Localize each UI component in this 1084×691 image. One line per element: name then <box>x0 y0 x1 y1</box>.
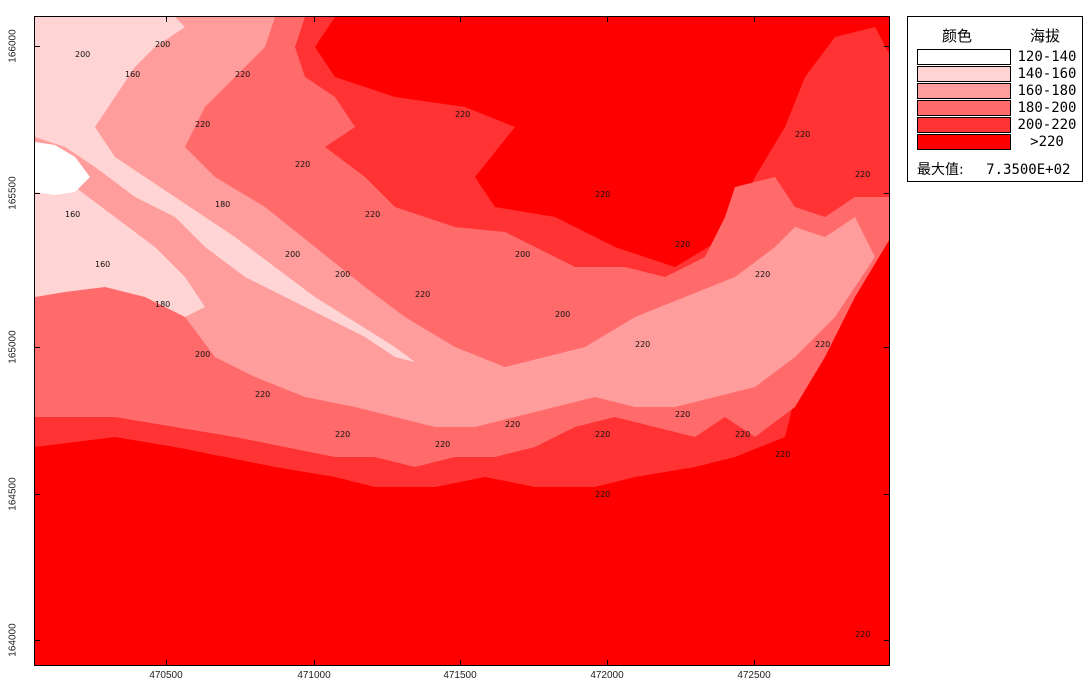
legend-range-label: 140-160 <box>1017 66 1077 82</box>
x-tick-top <box>166 16 167 22</box>
contour-labels: 200 200 220 220 220 220 220 220 220 220 220 220 220 2… <box>65 40 870 639</box>
contour-label: 220 <box>335 430 350 439</box>
y-tick-label: 166000 <box>7 29 19 63</box>
legend-max-value: 7.3500E+02 <box>986 162 1071 178</box>
y-tick-left <box>34 494 40 495</box>
contour-label: 220 <box>415 290 430 299</box>
legend-header-elevation: 海拔 <box>1030 27 1061 45</box>
contour-label: 220 <box>595 190 610 199</box>
contour-label: 220 <box>775 450 790 459</box>
legend: 颜色 海拔 120-140 140-160 160-180 180-200 200-22… <box>907 16 1083 182</box>
contour-label: 220 <box>435 440 450 449</box>
y-tick-right <box>884 494 890 495</box>
x-tick-bottom <box>607 660 608 666</box>
x-tick-label: 470500 <box>149 670 183 681</box>
y-tick-left <box>34 193 40 194</box>
legend-swatch <box>917 134 1011 150</box>
contour-label: 220 <box>235 70 250 79</box>
contour-label: 200 <box>75 50 90 59</box>
x-tick-label: 471500 <box>443 670 477 681</box>
contour-label: 220 <box>595 490 610 499</box>
x-tick-bottom <box>460 660 461 666</box>
x-tick-top <box>460 16 461 22</box>
x-tick-bottom <box>754 660 755 666</box>
contour-label: 220 <box>635 340 650 349</box>
contour-label: 200 <box>515 250 530 259</box>
y-tick-left <box>34 640 40 641</box>
legend-swatch <box>917 49 1011 65</box>
contour-label: 220 <box>675 410 690 419</box>
y-tick-left <box>34 347 40 348</box>
legend-range-label: >220 <box>1030 134 1064 150</box>
y-tick-right <box>884 640 890 641</box>
elevation-contour-map: 200 200 220 220 220 220 220 220 220 220 220 220 220 2… <box>35 17 889 665</box>
legend-range-label: 120-140 <box>1017 49 1077 65</box>
zone-140-160-west <box>35 177 205 317</box>
legend-swatch <box>917 117 1011 133</box>
elevation-map: 200 200 220 220 220 220 220 220 220 220 220 220 220 2… <box>34 16 890 666</box>
contour-label: 180 <box>155 300 170 309</box>
contour-label: 220 <box>505 420 520 429</box>
x-tick-label: 471000 <box>297 670 331 681</box>
y-tick-right <box>884 347 890 348</box>
contour-label: 160 <box>65 210 80 219</box>
legend-range-label: 200-220 <box>1017 117 1077 133</box>
zone-120-140 <box>35 142 90 195</box>
legend-swatch <box>917 83 1011 99</box>
y-tick-label: 164500 <box>7 477 19 511</box>
contour-label: 220 <box>675 240 690 249</box>
legend-range-label: 180-200 <box>1017 100 1077 116</box>
contour-label: 220 <box>195 120 210 129</box>
x-tick-top <box>607 16 608 22</box>
zone-160-180 <box>35 17 875 427</box>
contour-label: 220 <box>455 110 470 119</box>
y-tick-label: 165500 <box>7 176 19 210</box>
contour-label: 220 <box>855 630 870 639</box>
contour-label: 200 <box>285 250 300 259</box>
y-tick-label: 165000 <box>7 330 19 364</box>
legend-swatch <box>917 66 1011 82</box>
contour-label: 220 <box>255 390 270 399</box>
contour-label: 220 <box>815 340 830 349</box>
contour-label: 220 <box>855 170 870 179</box>
legend-max: 最大值: 7.3500E+02 <box>917 159 1070 179</box>
legend-header-color: 颜色 <box>942 27 973 45</box>
x-tick-top <box>754 16 755 22</box>
contour-label: 180 <box>215 200 230 209</box>
y-tick-label: 164000 <box>7 623 19 657</box>
y-tick-right <box>884 46 890 47</box>
contour-label: 200 <box>155 40 170 49</box>
contour-label: 200 <box>555 310 570 319</box>
contour-label: 220 <box>795 130 810 139</box>
zone-140-160 <box>35 17 415 362</box>
x-tick-label: 472000 <box>590 670 624 681</box>
contour-label: 220 <box>365 210 380 219</box>
x-tick-bottom <box>314 660 315 666</box>
x-tick-bottom <box>166 660 167 666</box>
contour-label: 160 <box>125 70 140 79</box>
x-tick-label: 472500 <box>737 670 771 681</box>
contour-label: 220 <box>595 430 610 439</box>
x-tick-top <box>314 16 315 22</box>
contour-label: 220 <box>755 270 770 279</box>
y-tick-left <box>34 46 40 47</box>
legend-swatch <box>917 100 1011 116</box>
contour-label: 220 <box>295 160 310 169</box>
contour-label: 220 <box>735 430 750 439</box>
contour-label: 200 <box>335 270 350 279</box>
legend-max-label: 最大值: <box>917 162 964 178</box>
contour-label: 200 <box>195 350 210 359</box>
contour-label: 160 <box>95 260 110 269</box>
legend-range-label: 160-180 <box>1017 83 1077 99</box>
y-tick-right <box>884 193 890 194</box>
